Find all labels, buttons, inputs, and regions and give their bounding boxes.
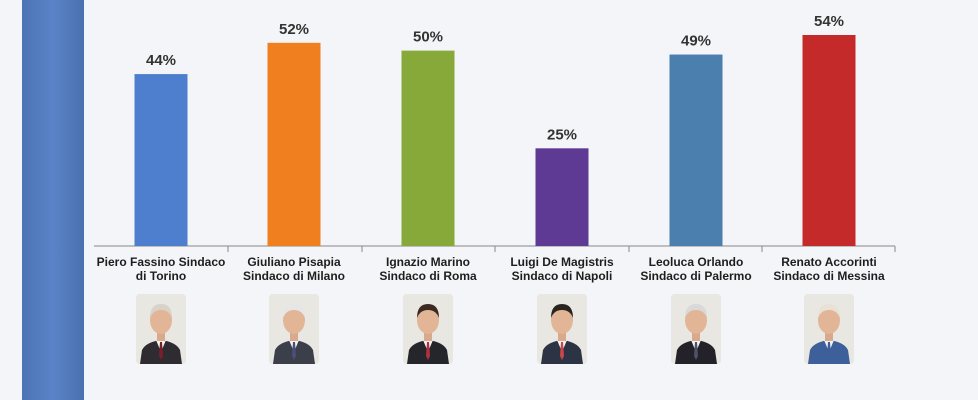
candidate-label-line1: Leoluca Orlando [648,255,744,269]
candidate-label-line2: Sindaco di Messina [773,269,885,283]
candidate-label-line1: Luigi De Magistris [510,255,614,269]
bar-3 [401,50,455,246]
portrait-photo [269,294,319,364]
portrait-photo [804,294,854,364]
candidate-label: Ignazio Marino Sindaco di Roma [363,255,493,283]
candidate-label: Luigi De Magistris Sindaco di Napoli [497,255,627,283]
candidate-label: Piero Fassino Sindaco di Torino [96,255,226,283]
bar-value-label: 52% [279,21,309,38]
bar-value-label: 49% [681,33,711,50]
bar-5 [669,54,723,247]
candidate-label-line1: Renato Accorinti [781,255,877,269]
bar-2 [267,42,321,246]
candidate-label-line2: Sindaco di Palermo [640,269,752,283]
bar-value-label: 25% [547,126,577,143]
candidate-label-line2: Sindaco di Napoli [511,269,613,283]
candidate-label: Leoluca Orlando Sindaco di Palermo [631,255,761,283]
portrait-photo [403,294,453,364]
bar-1 [134,74,188,247]
decorative-side-band [22,0,84,400]
candidate-label-line2: Sindaco di Roma [379,269,477,283]
bar-value-label: 50% [413,29,443,46]
candidate-label-line2: Sindaco di Milano [242,269,345,283]
candidate-label-line1: Ignazio Marino [386,255,470,269]
candidate-label: Giuliano Pisapia Sindaco di Milano [229,255,359,283]
bar-4 [535,148,589,246]
candidate-label-line1: Piero Fassino Sindaco [96,255,226,269]
bar-6 [802,35,856,246]
bar-chart: 44% 52% 50% 25% 49% 54% [94,13,896,252]
bar-value-label: 44% [146,52,176,69]
portrait-photo [537,294,587,364]
candidate-label: Renato Accorinti Sindaco di Messina [764,255,894,283]
candidate-label-line1: Giuliano Pisapia [247,255,341,269]
candidate-label-line2: di Torino [135,269,187,283]
bar-value-label: 54% [814,13,844,30]
portrait-photo [136,294,186,364]
portrait-photo [671,294,721,364]
